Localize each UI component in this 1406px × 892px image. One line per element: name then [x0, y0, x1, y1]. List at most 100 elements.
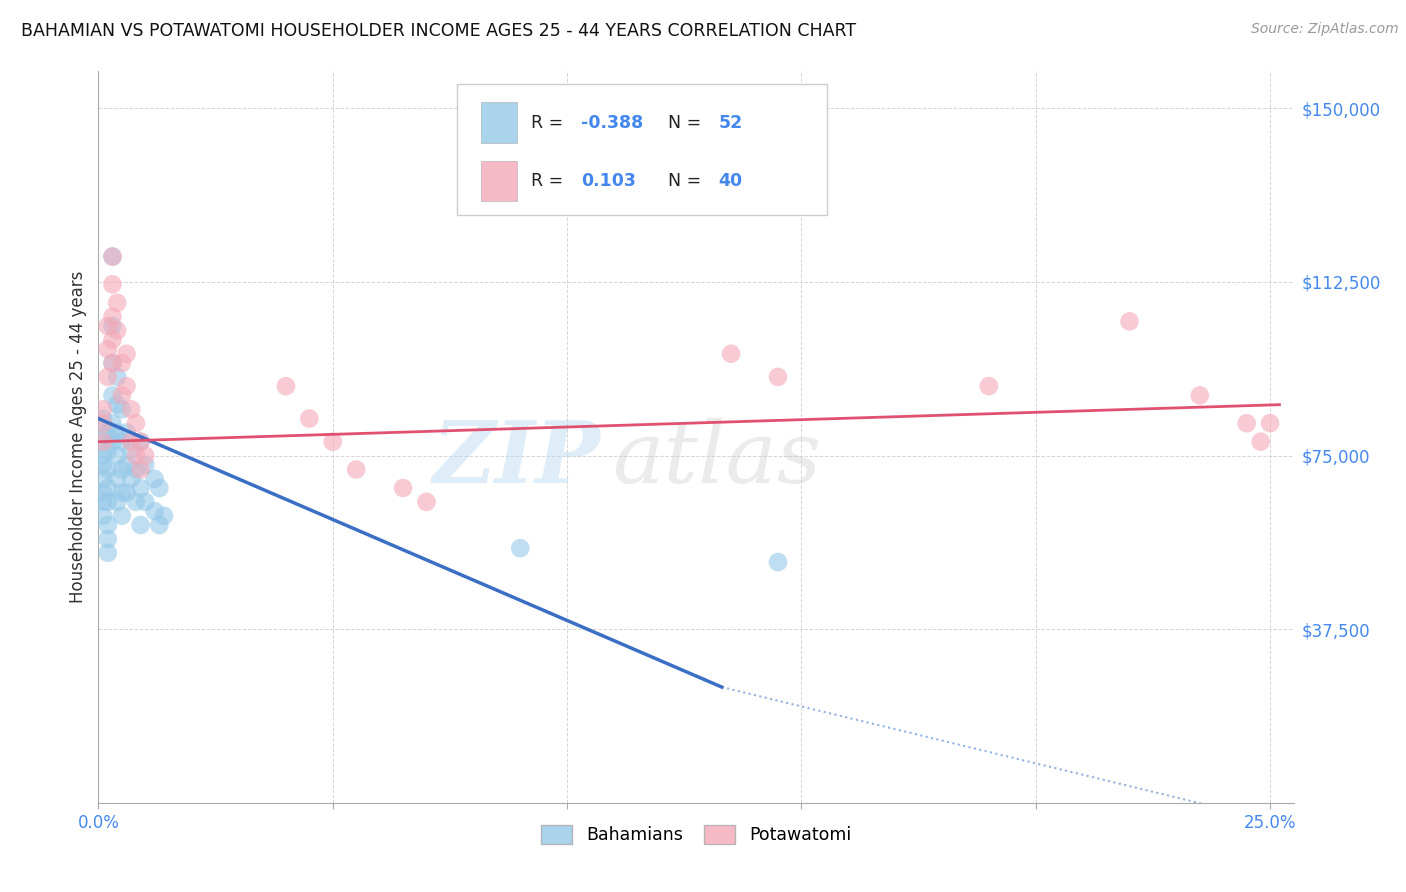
Bar: [481, 161, 517, 202]
Point: [101, 356, 124, 370]
Point: [101, 333, 124, 347]
Text: atlas: atlas: [613, 417, 821, 500]
Point: [115, 485, 138, 500]
Point: [91, 416, 114, 430]
Point: [415, 495, 437, 509]
Text: 0.103: 0.103: [581, 172, 636, 190]
Point: [148, 518, 170, 533]
Point: [509, 541, 531, 556]
Point: [322, 434, 344, 449]
Text: 40: 40: [718, 172, 742, 190]
Point: [153, 508, 176, 523]
Bar: [481, 103, 517, 143]
Text: Source: ZipAtlas.com: Source: ZipAtlas.com: [1251, 22, 1399, 37]
Point: [274, 379, 297, 393]
Point: [91, 411, 114, 425]
Point: [97, 481, 120, 495]
Point: [97, 518, 120, 533]
Point: [125, 416, 148, 430]
Point: [97, 425, 120, 440]
Point: [101, 310, 124, 324]
Point: [111, 485, 134, 500]
Point: [105, 370, 128, 384]
Text: R =: R =: [531, 172, 569, 190]
Point: [91, 495, 114, 509]
Point: [101, 388, 124, 402]
Point: [392, 481, 415, 495]
Point: [129, 481, 152, 495]
Point: [97, 546, 120, 560]
Text: BAHAMIAN VS POTAWATOMI HOUSEHOLDER INCOME AGES 25 - 44 YEARS CORRELATION CHART: BAHAMIAN VS POTAWATOMI HOUSEHOLDER INCOM…: [21, 22, 856, 40]
Point: [97, 342, 120, 356]
Point: [129, 434, 152, 449]
Point: [101, 250, 124, 264]
Point: [148, 481, 170, 495]
Point: [344, 462, 367, 476]
Point: [696, 170, 718, 185]
Point: [97, 444, 120, 458]
Point: [125, 462, 148, 476]
Point: [143, 504, 166, 518]
Text: -0.388: -0.388: [581, 113, 644, 131]
Point: [91, 458, 114, 472]
Point: [111, 434, 134, 449]
Point: [111, 462, 134, 476]
Point: [129, 518, 152, 533]
Point: [91, 472, 114, 486]
Text: ZIP: ZIP: [433, 417, 600, 500]
Point: [1236, 416, 1258, 430]
Point: [977, 379, 1000, 393]
Point: [766, 555, 789, 569]
Point: [101, 416, 124, 430]
Point: [91, 485, 114, 500]
Point: [720, 347, 742, 361]
Point: [97, 532, 120, 546]
Point: [91, 449, 114, 463]
Point: [115, 379, 138, 393]
Text: N =: N =: [668, 172, 707, 190]
Point: [111, 508, 134, 523]
Point: [125, 449, 148, 463]
Point: [111, 388, 134, 402]
Point: [97, 462, 120, 476]
FancyBboxPatch shape: [457, 84, 827, 216]
Point: [111, 356, 134, 370]
Point: [129, 434, 152, 449]
Text: N =: N =: [668, 113, 707, 131]
Point: [101, 434, 124, 449]
Point: [105, 472, 128, 486]
Point: [101, 356, 124, 370]
Y-axis label: Householder Income Ages 25 - 44 years: Householder Income Ages 25 - 44 years: [69, 271, 87, 603]
Point: [115, 425, 138, 440]
Point: [105, 449, 128, 463]
Point: [97, 318, 120, 333]
Point: [134, 458, 156, 472]
Point: [125, 495, 148, 509]
Point: [143, 472, 166, 486]
Point: [101, 318, 124, 333]
Text: 52: 52: [718, 113, 742, 131]
Point: [1258, 416, 1281, 430]
Point: [120, 402, 142, 417]
Point: [97, 495, 120, 509]
Point: [120, 434, 142, 449]
Point: [105, 425, 128, 440]
Point: [105, 398, 128, 412]
Point: [97, 370, 120, 384]
Point: [129, 462, 152, 476]
Point: [298, 411, 321, 425]
Point: [1118, 314, 1140, 328]
Point: [101, 250, 124, 264]
Point: [766, 370, 789, 384]
Point: [91, 434, 114, 449]
Point: [105, 324, 128, 338]
Point: [120, 444, 142, 458]
Point: [1250, 434, 1272, 449]
Point: [134, 449, 156, 463]
Point: [134, 495, 156, 509]
Point: [1188, 388, 1211, 402]
Point: [120, 472, 142, 486]
Legend: Bahamians, Potawatomi: Bahamians, Potawatomi: [533, 816, 859, 853]
Point: [91, 430, 114, 444]
Point: [115, 347, 138, 361]
